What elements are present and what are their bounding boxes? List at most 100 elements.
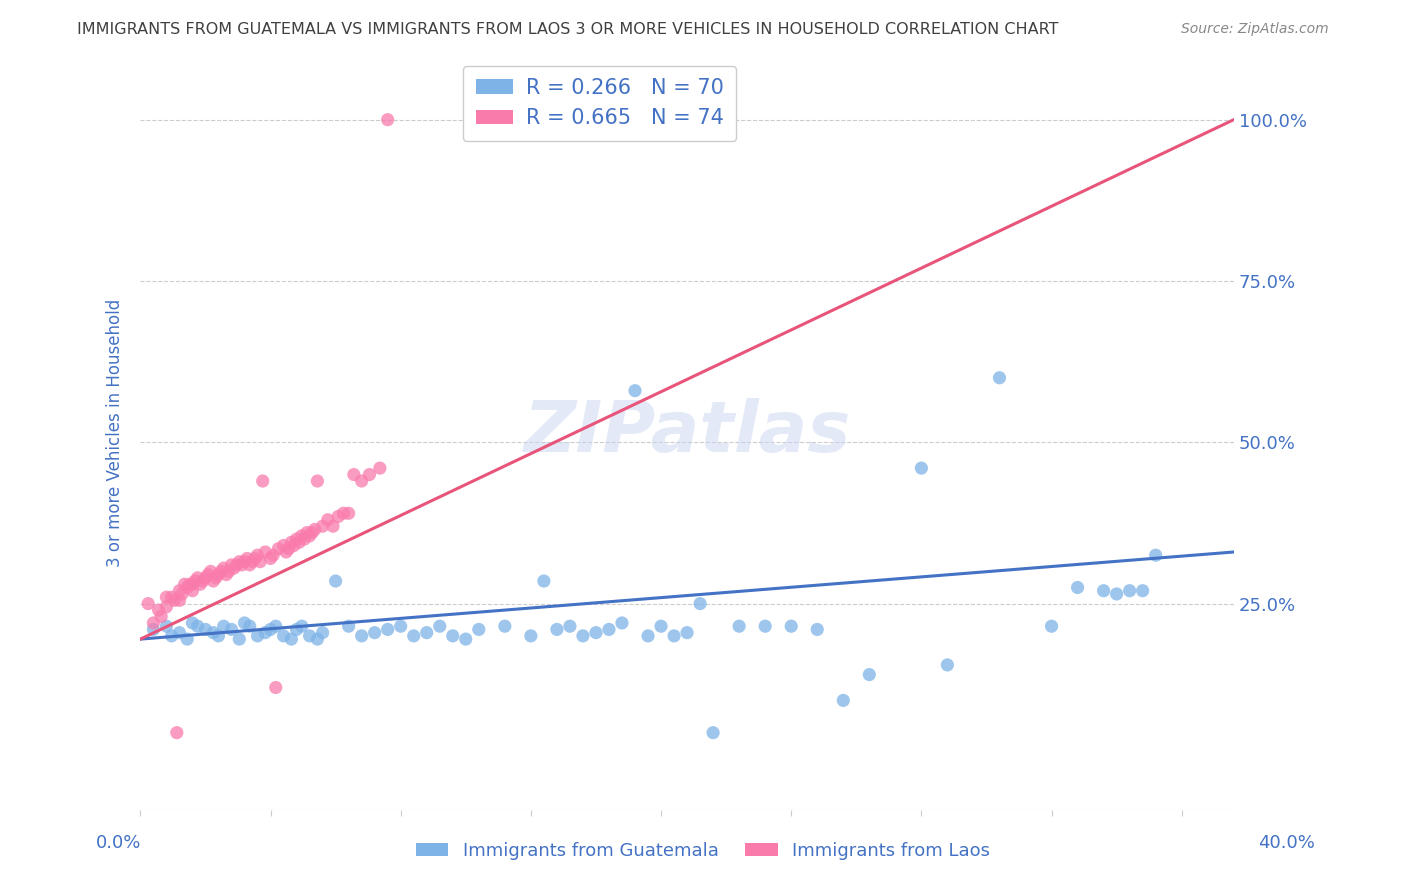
Point [228,632,250,646]
Point [205,571,228,585]
Point [166,725,188,739]
Point [292,532,315,546]
Point [184,574,207,588]
Point [322,519,344,533]
Point [650,619,672,633]
Point [283,539,305,553]
Point [689,597,711,611]
Legend: Immigrants from Guatemala, Immigrants from Laos: Immigrants from Guatemala, Immigrants fr… [408,835,998,867]
Point [202,625,225,640]
Point [187,571,209,585]
Point [221,623,243,637]
Point [169,593,191,607]
Point [637,629,659,643]
Point [402,629,425,643]
Point [246,629,269,643]
Point [311,625,333,640]
Point [252,474,274,488]
Point [368,461,391,475]
Point [200,565,222,579]
Point [179,577,201,591]
Point [276,545,298,559]
Point [194,623,217,637]
Point [240,555,263,569]
Point [858,667,880,681]
Point [377,623,399,637]
Point [264,619,287,633]
Point [181,583,204,598]
Point [221,558,243,572]
Text: 0.0%: 0.0% [96,834,141,852]
Point [228,555,250,569]
Point [298,529,321,543]
Point [1092,583,1115,598]
Point [624,384,647,398]
Point [520,629,543,643]
Point [662,629,685,643]
Point [254,545,277,559]
Point [259,623,281,637]
Point [160,590,183,604]
Point [176,581,198,595]
Point [441,629,464,643]
Point [295,525,318,540]
Point [806,623,828,637]
Point [304,523,326,537]
Point [209,565,232,579]
Legend: R = 0.266   N = 70, R = 0.665   N = 74: R = 0.266 N = 70, R = 0.665 N = 74 [463,65,735,141]
Point [1144,548,1167,562]
Point [150,609,173,624]
Point [215,567,238,582]
Point [311,519,333,533]
Point [239,619,262,633]
Point [202,574,225,588]
Point [546,623,568,637]
Point [155,590,177,604]
Point [249,555,271,569]
Point [222,561,245,575]
Point [163,593,186,607]
Point [494,619,516,633]
Point [363,625,385,640]
Point [337,506,360,520]
Point [676,625,699,640]
Point [264,681,287,695]
Point [343,467,366,482]
Point [176,632,198,646]
Point [273,629,295,643]
Point [191,574,214,588]
Point [197,567,219,582]
Point [350,474,373,488]
Point [337,619,360,633]
Point [610,615,633,630]
Point [188,577,211,591]
Point [454,632,477,646]
Point [169,625,191,640]
Point [1132,583,1154,598]
Y-axis label: 3 or more Vehicles in Household: 3 or more Vehicles in Household [107,299,124,566]
Point [285,623,308,637]
Point [155,619,177,633]
Point [325,574,347,588]
Point [181,615,204,630]
Point [136,597,159,611]
Point [225,558,247,572]
Point [359,467,381,482]
Point [291,619,314,633]
Point [332,506,354,520]
Point [1040,619,1063,633]
Point [298,629,321,643]
Text: 40.0%: 40.0% [1258,834,1315,852]
Point [291,529,314,543]
Point [728,619,751,633]
Point [259,551,281,566]
Point [598,623,620,637]
Point [273,539,295,553]
Point [187,619,209,633]
Point [280,632,302,646]
Point [181,577,204,591]
Point [254,625,277,640]
Point [288,535,311,549]
Point [558,619,581,633]
Point [170,587,193,601]
